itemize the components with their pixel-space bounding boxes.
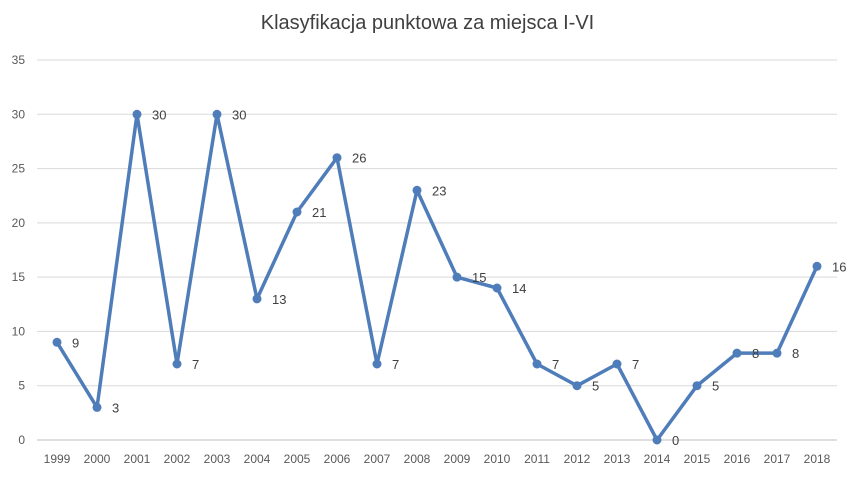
x-tick-label: 2010 bbox=[484, 452, 511, 466]
y-tick-label: 10 bbox=[12, 324, 26, 338]
data-label: 14 bbox=[512, 281, 526, 296]
data-label: 15 bbox=[472, 270, 486, 285]
x-tick-label: 2003 bbox=[204, 452, 231, 466]
x-tick-label: 2009 bbox=[444, 452, 471, 466]
data-label: 23 bbox=[432, 183, 446, 198]
y-tick-label: 30 bbox=[12, 107, 26, 121]
data-point bbox=[772, 348, 782, 358]
data-point bbox=[452, 272, 462, 282]
data-label: 16 bbox=[832, 259, 846, 274]
data-label: 7 bbox=[392, 357, 399, 372]
data-point bbox=[212, 109, 222, 119]
data-label: 9 bbox=[72, 335, 79, 350]
x-tick-label: 2011 bbox=[524, 452, 550, 466]
data-point bbox=[532, 359, 542, 369]
y-tick-label: 15 bbox=[12, 270, 26, 284]
series-line bbox=[55, 112, 819, 442]
chart-title: Klasyfikacja punktowa za miejsca I-VI bbox=[260, 12, 595, 34]
data-point bbox=[52, 337, 62, 347]
data-point bbox=[172, 359, 182, 369]
data-point bbox=[372, 359, 382, 369]
data-point bbox=[332, 153, 342, 163]
x-tick-label: 2006 bbox=[324, 452, 351, 466]
x-tick-label: 2017 bbox=[764, 452, 791, 466]
x-tick-label: 2001 bbox=[124, 452, 151, 466]
data-point bbox=[692, 381, 702, 391]
x-tick-label: 2015 bbox=[684, 452, 711, 466]
data-label: 8 bbox=[792, 346, 799, 361]
data-point bbox=[92, 402, 102, 412]
x-tick-label: 1999 bbox=[44, 452, 71, 466]
y-tick-label: 35 bbox=[12, 53, 26, 67]
data-label: 26 bbox=[352, 151, 366, 166]
data-point bbox=[492, 283, 502, 293]
y-tick-label: 5 bbox=[18, 379, 25, 393]
data-point bbox=[612, 359, 622, 369]
data-point bbox=[252, 294, 262, 304]
data-point bbox=[572, 381, 582, 391]
x-tick-label: 2004 bbox=[244, 452, 271, 466]
data-point bbox=[132, 109, 142, 119]
y-tick-label: 0 bbox=[18, 433, 25, 447]
x-tick-label: 2000 bbox=[84, 452, 111, 466]
data-label: 30 bbox=[152, 107, 166, 122]
data-label: 5 bbox=[712, 379, 719, 394]
x-tick-label: 2005 bbox=[284, 452, 311, 466]
data-point bbox=[412, 185, 422, 195]
data-point bbox=[652, 435, 662, 445]
x-tick-label: 2018 bbox=[804, 452, 831, 466]
x-tick-label: 2002 bbox=[164, 452, 191, 466]
data-label: 3 bbox=[112, 400, 119, 415]
data-label: 7 bbox=[552, 357, 559, 372]
x-tick-label: 2008 bbox=[404, 452, 431, 466]
data-label: 7 bbox=[192, 357, 199, 372]
data-point bbox=[812, 261, 822, 271]
data-label: 0 bbox=[672, 433, 679, 448]
data-point bbox=[732, 348, 742, 358]
data-label: 30 bbox=[232, 107, 246, 122]
data-label: 21 bbox=[312, 205, 326, 220]
x-tick-label: 2012 bbox=[564, 452, 591, 466]
data-label: 7 bbox=[632, 357, 639, 372]
data-label: 8 bbox=[752, 346, 759, 361]
data-point bbox=[292, 207, 302, 217]
y-tick-label: 25 bbox=[12, 162, 26, 176]
x-tick-label: 2013 bbox=[604, 452, 631, 466]
x-tick-label: 2007 bbox=[364, 452, 391, 466]
data-label: 13 bbox=[272, 292, 286, 307]
x-tick-label: 2016 bbox=[724, 452, 751, 466]
x-tick-label: 2014 bbox=[644, 452, 671, 466]
data-label: 5 bbox=[592, 379, 599, 394]
y-tick-label: 20 bbox=[12, 216, 26, 230]
